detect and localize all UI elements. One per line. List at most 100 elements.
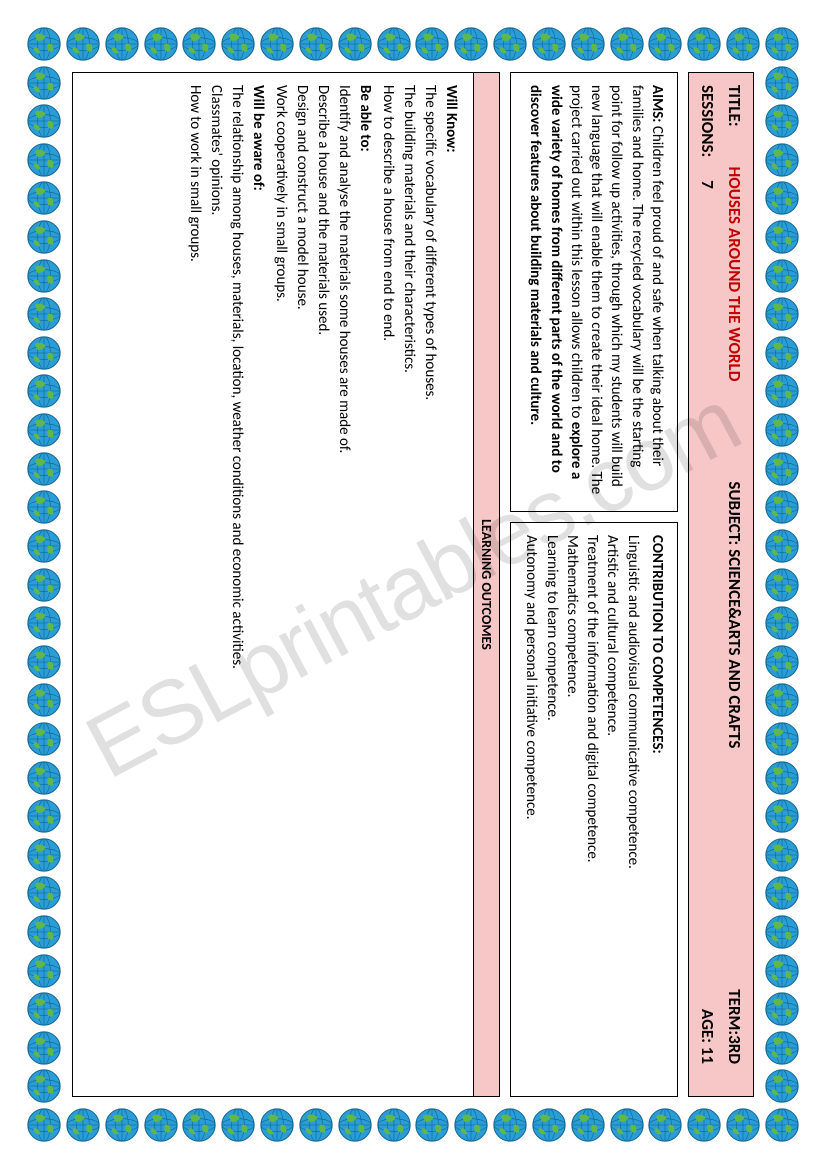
competence-item: Autonomy and personal initiative compete… xyxy=(521,535,541,1084)
globe-icon xyxy=(764,451,800,487)
globe-icon xyxy=(764,296,800,332)
globe-icon xyxy=(26,335,62,371)
sessions-label: SESSIONS: xyxy=(697,85,718,157)
globe-icon xyxy=(414,26,450,62)
page: TITLE: HOUSES AROUND THE WORLD SUBJECT: … xyxy=(0,0,826,1169)
aware-items: The relationship among houses, materials… xyxy=(184,85,247,1084)
outcome-item: Describe a house and the materials used. xyxy=(312,85,333,1084)
globe-icon xyxy=(686,1107,722,1143)
globe-icon xyxy=(764,644,800,680)
able-items: Identify and analyse the materials some … xyxy=(270,85,354,1084)
globe-icon xyxy=(764,26,800,62)
globe-icon xyxy=(259,1107,295,1143)
globe-icon xyxy=(337,1107,373,1143)
globe-icon xyxy=(26,798,62,834)
globe-icon xyxy=(26,142,62,178)
globe-icon xyxy=(26,451,62,487)
globe-icon xyxy=(764,760,800,796)
outcome-item: Classmates' opinions. xyxy=(205,85,226,1084)
outcomes-header: LEARNING OUTCOMES xyxy=(473,73,499,1096)
globe-icon xyxy=(104,1107,140,1143)
globe-icon xyxy=(570,26,606,62)
globe-icon xyxy=(764,1030,800,1066)
globe-icon xyxy=(376,26,412,62)
globe-icon xyxy=(764,373,800,409)
outcome-item: How to describe a house from end to end. xyxy=(377,85,398,1084)
aims-box: AIMS: Children feel proud of and safe wh… xyxy=(510,72,678,512)
two-column-row: AIMS: Children feel proud of and safe wh… xyxy=(510,72,678,1097)
globe-icon xyxy=(376,1107,412,1143)
globe-icon xyxy=(764,412,800,448)
globe-icon xyxy=(26,26,62,62)
header-box: TITLE: HOUSES AROUND THE WORLD SUBJECT: … xyxy=(688,72,754,1097)
competences-list: Linguistic and audiovisual communicative… xyxy=(521,535,643,1084)
globe-icon xyxy=(26,760,62,796)
competence-item: Linguistic and audiovisual communicative… xyxy=(623,535,643,1084)
globe-icon xyxy=(531,26,567,62)
competence-item: Artistic and cultural competence. xyxy=(602,535,622,1084)
globe-icon xyxy=(26,644,62,680)
globe-icon xyxy=(764,180,800,216)
globe-icon xyxy=(298,26,334,62)
globe-icon xyxy=(26,875,62,911)
aware-label: Will be aware of: xyxy=(247,85,268,1084)
globe-icon xyxy=(764,605,800,641)
subject-value: SCIENCE&ARTS AND CRAFTS xyxy=(724,549,745,748)
globe-icon xyxy=(647,26,683,62)
sessions-value: 7 xyxy=(697,180,718,189)
content-area: TITLE: HOUSES AROUND THE WORLD SUBJECT: … xyxy=(72,72,754,1097)
competence-item: Learning to learn competence. xyxy=(542,535,562,1084)
outcome-item: The building materials and their charact… xyxy=(398,85,419,1084)
globe-icon xyxy=(337,26,373,62)
outcomes-body: Will Know: The specific vocabulary of di… xyxy=(73,73,473,1096)
globe-icon xyxy=(26,103,62,139)
globe-icon xyxy=(725,1107,761,1143)
outcome-item: How to work in small groups. xyxy=(184,85,205,1084)
globe-icon xyxy=(764,1068,800,1104)
age-text: AGE: 11 xyxy=(697,1009,718,1064)
globe-icon xyxy=(570,1107,606,1143)
globe-icon xyxy=(26,1068,62,1104)
globe-icon xyxy=(764,142,800,178)
globe-icon xyxy=(26,605,62,641)
outcome-item: The specific vocabulary of different typ… xyxy=(419,85,440,1084)
globe-icon xyxy=(26,1107,62,1143)
globe-icon xyxy=(26,953,62,989)
globe-icon xyxy=(26,489,62,525)
globe-icon xyxy=(65,1107,101,1143)
globe-icon xyxy=(764,258,800,294)
globe-icon xyxy=(647,1107,683,1143)
outcome-item: The relationship among houses, materials… xyxy=(226,85,247,1084)
globe-icon xyxy=(414,1107,450,1143)
know-label: Will Know: xyxy=(440,85,461,1084)
globe-icon xyxy=(764,875,800,911)
globe-icon xyxy=(686,26,722,62)
globe-icon xyxy=(725,26,761,62)
globe-icon xyxy=(26,1030,62,1066)
globe-icon xyxy=(259,26,295,62)
globe-icon xyxy=(26,296,62,332)
subject-text: SUBJECT: SCIENCE&ARTS AND CRAFTS xyxy=(724,481,745,748)
globe-icon xyxy=(26,219,62,255)
globe-icon xyxy=(181,26,217,62)
title-text: HOUSES AROUND THE WORLD xyxy=(724,167,745,382)
globe-icon xyxy=(764,103,800,139)
globe-icon xyxy=(764,567,800,603)
competences-label: CONTRIBUTION TO COMPETENCES: xyxy=(648,535,666,754)
globe-icon xyxy=(764,798,800,834)
globe-icon xyxy=(764,991,800,1027)
globe-icon xyxy=(143,1107,179,1143)
title-label: TITLE: xyxy=(724,85,745,127)
sessions-text: SESSIONS: 7 xyxy=(697,85,718,189)
subject-label: SUBJECT: xyxy=(724,481,745,545)
know-items: The specific vocabulary of different typ… xyxy=(377,85,440,1084)
term-text: TERM:3RD xyxy=(724,989,745,1064)
globe-icon xyxy=(764,682,800,718)
globe-icon xyxy=(764,528,800,564)
globe-icon xyxy=(609,26,645,62)
age-value: 11 xyxy=(697,1047,718,1064)
globe-icon xyxy=(764,65,800,101)
outcome-item: Design and construct a model house. xyxy=(291,85,312,1084)
globe-icon xyxy=(26,991,62,1027)
term-value: 3RD xyxy=(724,1035,745,1064)
